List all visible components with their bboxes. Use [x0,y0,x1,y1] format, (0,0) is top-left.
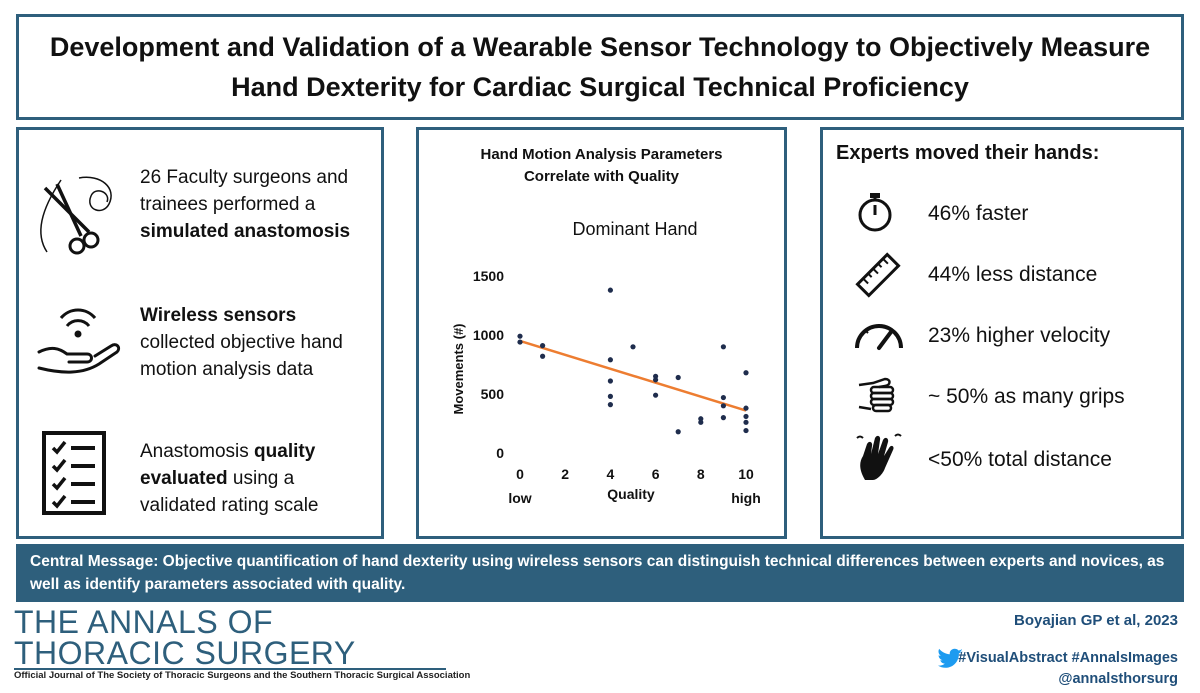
twitter-bird-icon [938,648,963,668]
grip-fist-icon [858,377,895,413]
chart-title: Dominant Hand [572,219,697,239]
data-point [675,429,681,435]
checklist-icon [42,431,106,515]
ruler-icon [855,252,901,298]
y-tick-label: 0 [496,445,504,461]
data-point [720,344,726,350]
x-tick-label: 2 [561,466,569,482]
journal-divider [14,668,446,670]
data-point [743,405,749,411]
y-axis-label: Movements (#) [451,323,466,414]
data-point [743,419,749,425]
right-panel: Experts moved their hands: 46% faster 44… [820,127,1184,539]
data-point [743,413,749,420]
data-point [743,427,749,434]
x-tick-label: 0 [516,466,524,482]
speedometer-icon [855,324,903,350]
data-point [698,419,704,425]
left-item-3-post: using a validated rating scale [140,468,319,516]
wireless-hand-sensor-icon [37,308,121,374]
journal-logo: THE ANNALS OF THORACIC SURGERY [14,604,356,671]
left-item-3-text: Anastomosis quality evaluated using a va… [140,438,365,519]
data-point [517,339,523,345]
y-tick-label: 500 [481,386,505,402]
data-point [720,403,726,409]
y-tick-label: 1000 [473,327,504,343]
data-point [720,394,726,401]
data-point [720,415,726,421]
left-item-1-bold: simulated anastomosis [140,221,351,242]
x-high-label: high [731,490,761,506]
right-item-2-text: 44% less distance [928,263,1098,286]
title-line-1: Development and Validation of a Wearable… [49,32,1151,62]
data-point [540,353,546,359]
data-point [517,333,523,339]
title-line-2: Hand Dexterity for Cardiac Surgical Tech… [231,72,969,102]
data-point [607,378,613,384]
x-tick-label: 6 [652,466,660,482]
trendline [519,339,747,412]
left-item-2-post: collected objective hand motion analysis… [140,332,343,380]
data-point [607,393,613,399]
journal-subtitle: Official Journal of The Society of Thora… [14,670,471,681]
left-item-1-pre: 26 Faculty surgeons and trainees perform… [140,167,349,215]
chart-panel: Hand Motion Analysis Parameters Correlat… [416,127,787,539]
data-point [607,287,613,293]
data-point [630,344,636,350]
data-point [607,357,613,363]
data-point [607,402,613,408]
right-item-5-text: <50% total distance [928,448,1112,471]
scatter-chart: Dominant Hand Movements (#) Quality low … [451,219,761,506]
left-item-3-bold: quality evaluated [140,441,316,489]
left-panel: 26 Faculty surgeons and trainees perform… [16,127,384,539]
twitter-handle[interactable]: @annalsthorsurg [1058,671,1178,687]
waving-hands-icon [856,433,902,480]
right-item-4-text: ~ 50% as many grips [928,385,1125,408]
journal-title-line-1: THE ANNALS OF [14,604,273,640]
surgical-scissors-suture-icon [40,176,112,255]
stopwatch-icon [858,193,892,232]
citation: Boyajian GP et al, 2023 [1014,612,1178,629]
x-low-label: low [508,490,531,506]
social-tags: #VisualAbstract #AnnalsImages @annalstho… [958,648,1178,690]
data-point [743,370,749,376]
y-tick-label: 1500 [473,268,504,284]
title-box: Development and Validation of a Wearable… [16,14,1184,120]
x-axis-label: Quality [607,486,655,502]
data-point [540,343,546,349]
data-point [653,392,659,398]
right-item-1-text: 46% faster [928,202,1029,225]
journal-title-line-2: THORACIC SURGERY [14,635,356,671]
x-tick-label: 10 [738,466,754,482]
central-message: Central Message: Objective quantificatio… [16,544,1184,602]
data-point [653,377,659,383]
hashtags[interactable]: #VisualAbstract #AnnalsImages [958,650,1178,666]
right-item-3-text: 23% higher velocity [928,324,1111,347]
x-tick-label: 8 [697,466,705,482]
x-tick-label: 4 [607,466,615,482]
data-point [675,374,681,381]
left-item-2-bold: Wireless sensors [140,305,297,326]
chart-panel-title-line-2: Correlate with Quality [523,168,680,185]
left-item-3-pre: Anastomosis [140,441,255,462]
left-item-1-text: 26 Faculty surgeons and trainees perform… [140,164,370,245]
left-item-2-text: Wireless sensors collected objective han… [140,302,360,383]
right-panel-heading: Experts moved their hands: [836,142,1100,164]
chart-panel-title-line-1: Hand Motion Analysis Parameters [480,146,723,163]
